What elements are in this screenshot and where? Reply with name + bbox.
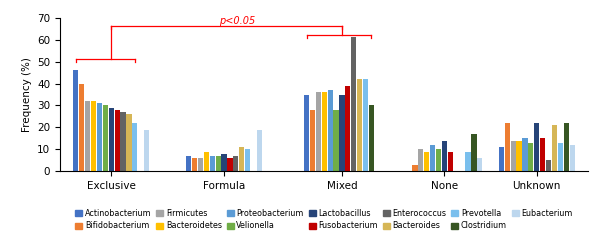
Bar (436, 149, 441, 171)
Bar (132, 123, 137, 171)
Bar (558, 143, 563, 171)
Bar (472, 134, 476, 171)
Bar (186, 156, 191, 171)
Bar (209, 156, 215, 171)
Bar (221, 154, 227, 171)
Bar (127, 114, 131, 171)
Bar (505, 123, 510, 171)
Bar (418, 149, 424, 171)
Bar (369, 106, 374, 171)
Bar (245, 149, 250, 171)
Bar (424, 152, 430, 171)
Bar (144, 130, 149, 171)
Bar (563, 123, 569, 171)
Bar (227, 158, 233, 171)
Bar (79, 83, 85, 171)
Y-axis label: Frequency (%): Frequency (%) (22, 57, 32, 132)
Bar (345, 86, 350, 171)
Legend: Actinobacterium, Bifidobacterium, Firmicutes, Bacteroidetes, Proteobacterium, Ve: Actinobacterium, Bifidobacterium, Firmic… (75, 209, 573, 230)
Bar (552, 125, 557, 171)
Bar (233, 156, 238, 171)
Bar (239, 147, 244, 171)
Bar (351, 37, 356, 171)
Bar (569, 145, 575, 171)
Bar (546, 160, 551, 171)
Bar (310, 110, 315, 171)
Bar (204, 152, 209, 171)
Bar (192, 158, 197, 171)
Bar (97, 103, 102, 171)
Bar (448, 152, 453, 171)
Bar (499, 147, 504, 171)
Bar (363, 79, 368, 171)
Bar (109, 108, 114, 171)
Bar (534, 123, 539, 171)
Bar (322, 92, 327, 171)
Bar (340, 94, 344, 171)
Bar (257, 130, 262, 171)
Bar (115, 110, 120, 171)
Bar (304, 94, 309, 171)
Bar (85, 101, 90, 171)
Bar (198, 158, 203, 171)
Bar (511, 141, 516, 171)
Text: p<0.05: p<0.05 (219, 16, 255, 26)
Bar (523, 138, 527, 171)
Bar (442, 141, 447, 171)
Bar (412, 165, 418, 171)
Bar (328, 90, 333, 171)
Bar (334, 110, 338, 171)
Bar (528, 143, 533, 171)
Bar (517, 141, 521, 171)
Bar (357, 79, 362, 171)
Bar (103, 106, 108, 171)
Bar (430, 145, 435, 171)
Bar (91, 101, 96, 171)
Bar (73, 70, 79, 171)
Bar (316, 92, 321, 171)
Bar (466, 152, 470, 171)
Bar (477, 158, 482, 171)
Bar (540, 138, 545, 171)
Bar (215, 156, 221, 171)
Bar (121, 112, 125, 171)
